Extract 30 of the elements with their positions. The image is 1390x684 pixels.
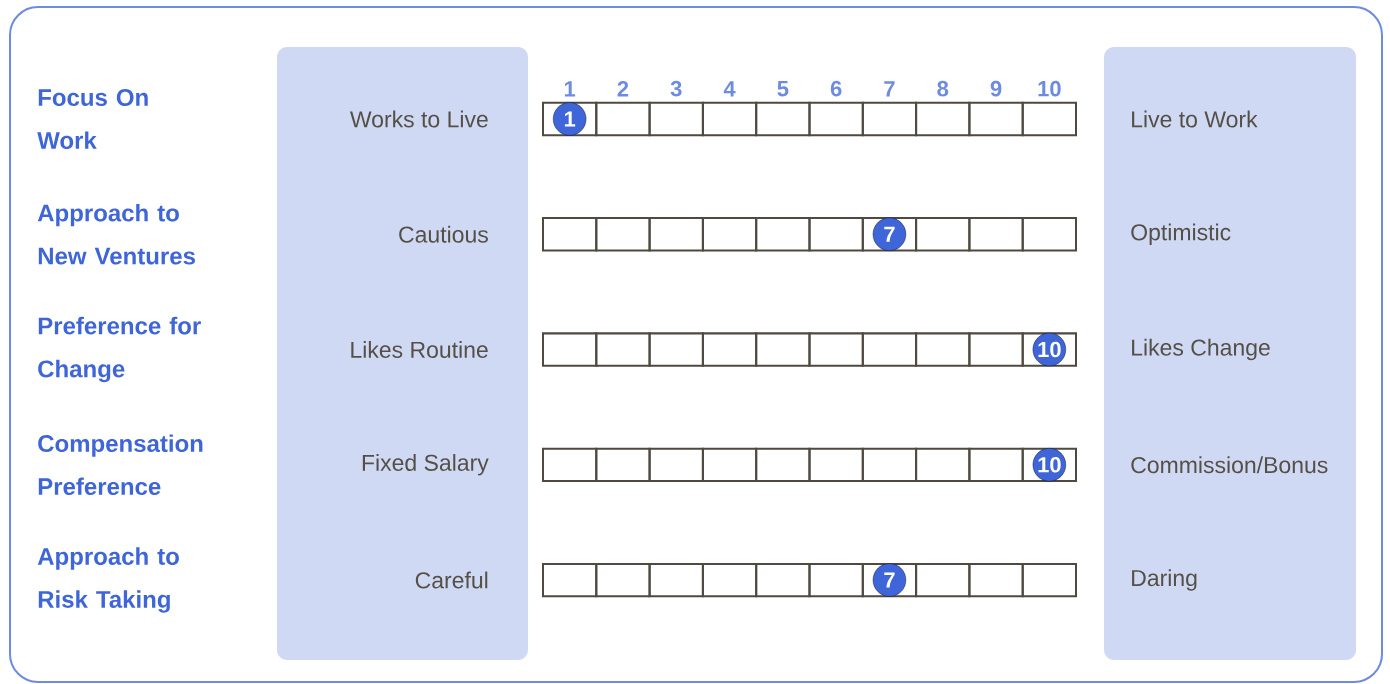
data-label: 7 (884, 226, 895, 242)
x-tick-label: 7 (884, 81, 895, 97)
text: Focus On Work (37, 89, 148, 149)
y-tick-label: Cautious (399, 225, 488, 243)
text: Compensation Preference (38, 434, 203, 496)
text: Approach to Risk Taking (37, 547, 179, 613)
text: Preference for Change (38, 316, 201, 383)
x-tick-label: 2 (617, 81, 629, 97)
x-tick-label: 6 (830, 80, 842, 97)
y2-tick-label: Likes Change (1132, 338, 1270, 361)
y2-tick-label: Optimistic (1131, 223, 1231, 245)
x-tick-label: 8 (937, 80, 949, 97)
x-tick-label: 3 (670, 80, 682, 97)
x-tick-label: 9 (990, 80, 1002, 97)
data-label: 10 (1038, 456, 1061, 473)
text: Approach to New Ventures (37, 203, 195, 265)
y2-tick-label: Live to Work (1132, 110, 1258, 128)
y-tick-label: Likes Routine (351, 341, 488, 358)
y2-tick-label: Commission/Bonus (1131, 456, 1328, 474)
y-tick-label: Careful (415, 571, 488, 589)
y-tick-label: Fixed Salary (362, 454, 489, 476)
data-label: 7 (884, 572, 895, 588)
y-tick-label: Works to Live (349, 110, 488, 128)
x-tick-label: 10 (1038, 80, 1061, 97)
y2-tick-label: Daring (1132, 569, 1197, 591)
x-tick-label: 1 (564, 81, 576, 97)
x-tick-label: 5 (777, 81, 789, 97)
data-label: 1 (564, 111, 576, 127)
data-label: 10 (1038, 341, 1061, 358)
x-tick-label: 4 (723, 81, 736, 97)
